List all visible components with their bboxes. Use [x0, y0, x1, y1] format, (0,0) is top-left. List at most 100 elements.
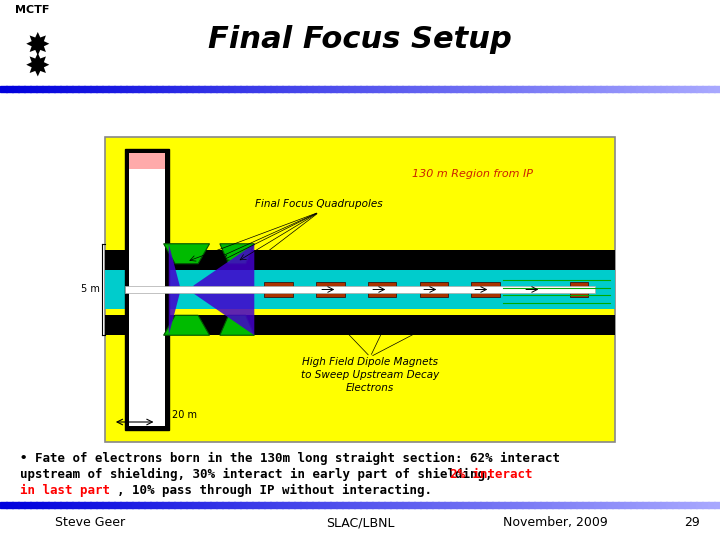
- Bar: [612, 86, 619, 92]
- Bar: [468, 86, 475, 92]
- Bar: [156, 86, 163, 92]
- Bar: [642, 86, 649, 92]
- Bar: [114, 502, 121, 508]
- Bar: [288, 502, 295, 508]
- Bar: [564, 86, 571, 92]
- Bar: [372, 86, 379, 92]
- Bar: [684, 502, 691, 508]
- Bar: [105, 250, 615, 269]
- Bar: [600, 502, 607, 508]
- Bar: [186, 86, 193, 92]
- Bar: [510, 86, 517, 92]
- Bar: [690, 502, 697, 508]
- Text: MCTF: MCTF: [15, 5, 50, 15]
- Text: Final Focus Setup: Final Focus Setup: [208, 25, 512, 54]
- Bar: [702, 86, 709, 92]
- Bar: [654, 502, 661, 508]
- Bar: [54, 502, 61, 508]
- Text: • Fate of electrons born in the 130m long straight section: 62% interact: • Fate of electrons born in the 130m lon…: [20, 452, 560, 465]
- Bar: [174, 502, 181, 508]
- Bar: [564, 502, 571, 508]
- Bar: [336, 86, 343, 92]
- Bar: [576, 86, 583, 92]
- Bar: [36, 86, 43, 92]
- Bar: [216, 502, 223, 508]
- Bar: [54, 86, 61, 92]
- Bar: [696, 86, 703, 92]
- Bar: [558, 502, 565, 508]
- Bar: [534, 502, 541, 508]
- Bar: [24, 86, 31, 92]
- Bar: [696, 502, 703, 508]
- Bar: [432, 502, 439, 508]
- Bar: [288, 86, 295, 92]
- Bar: [300, 502, 307, 508]
- Bar: [138, 502, 145, 508]
- Bar: [18, 86, 25, 92]
- Bar: [576, 502, 583, 508]
- Bar: [324, 86, 331, 92]
- Bar: [0, 86, 7, 92]
- Bar: [240, 86, 247, 92]
- Bar: [186, 502, 193, 508]
- Bar: [642, 502, 649, 508]
- Bar: [540, 502, 547, 508]
- Bar: [570, 502, 577, 508]
- Bar: [30, 86, 37, 92]
- Bar: [342, 86, 349, 92]
- Bar: [372, 502, 379, 508]
- Bar: [594, 502, 601, 508]
- Bar: [444, 86, 451, 92]
- Bar: [12, 86, 19, 92]
- Bar: [606, 502, 613, 508]
- Text: SLAC/LBNL: SLAC/LBNL: [325, 516, 395, 529]
- Bar: [618, 502, 625, 508]
- Bar: [125, 286, 595, 293]
- Bar: [624, 86, 631, 92]
- Bar: [660, 502, 667, 508]
- Bar: [130, 153, 165, 426]
- Bar: [378, 86, 385, 92]
- Bar: [264, 281, 293, 298]
- Bar: [708, 86, 715, 92]
- Polygon shape: [168, 244, 180, 335]
- Bar: [582, 86, 589, 92]
- Bar: [300, 86, 307, 92]
- Bar: [648, 502, 655, 508]
- Bar: [150, 86, 157, 92]
- Bar: [522, 502, 529, 508]
- Bar: [108, 86, 115, 92]
- Bar: [618, 86, 625, 92]
- Bar: [48, 86, 55, 92]
- Bar: [366, 502, 373, 508]
- Bar: [666, 86, 673, 92]
- Bar: [426, 86, 433, 92]
- Bar: [408, 86, 415, 92]
- Bar: [234, 86, 241, 92]
- Text: 29: 29: [684, 516, 700, 529]
- Bar: [462, 502, 469, 508]
- Bar: [6, 86, 13, 92]
- Bar: [102, 86, 109, 92]
- Bar: [402, 502, 409, 508]
- Bar: [438, 86, 445, 92]
- Bar: [120, 502, 127, 508]
- Bar: [105, 137, 615, 442]
- Bar: [144, 86, 151, 92]
- Bar: [294, 502, 301, 508]
- Bar: [18, 502, 25, 508]
- Bar: [456, 502, 463, 508]
- Bar: [420, 86, 427, 92]
- Bar: [306, 502, 313, 508]
- Polygon shape: [220, 315, 254, 335]
- Bar: [60, 86, 67, 92]
- Bar: [456, 86, 463, 92]
- Bar: [130, 153, 165, 169]
- Bar: [126, 86, 133, 92]
- Bar: [432, 86, 439, 92]
- Bar: [204, 502, 211, 508]
- Bar: [264, 86, 271, 92]
- Bar: [204, 86, 211, 92]
- Bar: [474, 502, 481, 508]
- Bar: [330, 86, 337, 92]
